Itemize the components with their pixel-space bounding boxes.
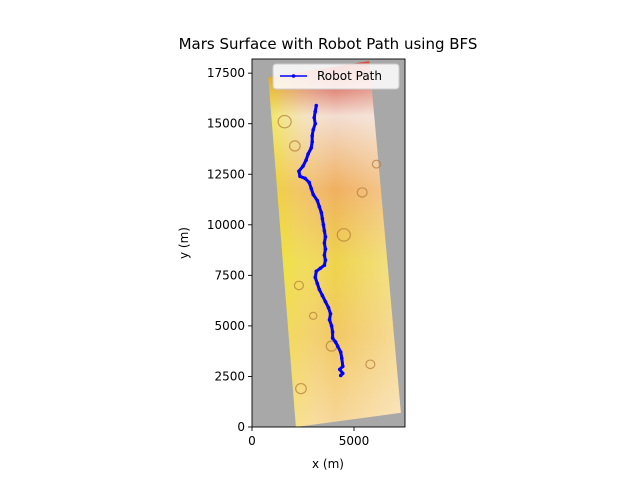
robot-path-point (319, 210, 324, 215)
robot-path-point (318, 266, 323, 271)
robot-path-point (340, 371, 345, 376)
crater-mark (365, 359, 376, 370)
legend-label: Robot Path (317, 69, 382, 83)
robot-path-point (298, 174, 302, 179)
x-tick-label: 5000 (339, 434, 370, 448)
robot-path-point (306, 152, 310, 156)
robot-path-point (335, 344, 340, 348)
robot-path-point (323, 258, 328, 262)
robot-path-point (315, 198, 320, 203)
crater-mark (356, 187, 368, 198)
robot-path-point (321, 223, 326, 227)
robot-path-point (317, 204, 322, 209)
x-axis-label: x (m) (312, 457, 344, 471)
legend: Robot Path (272, 63, 400, 90)
crater-mark (277, 114, 292, 129)
robot-path-point (340, 364, 345, 369)
robot-path-point (314, 269, 319, 274)
robot-path-point (313, 275, 318, 280)
robot-path-point (322, 241, 327, 245)
robot-path-point (313, 109, 318, 114)
robot-path-point (309, 186, 313, 191)
robot-path-point (333, 340, 338, 344)
crater-mark (308, 311, 318, 320)
robot-path-point (312, 115, 317, 120)
y-tick-label: 2500 (214, 369, 245, 383)
robot-path-point (323, 235, 328, 239)
robot-path-point (309, 146, 313, 150)
robot-path-point (322, 229, 327, 233)
robot-path-point (317, 287, 322, 292)
robot-path-point (329, 324, 334, 328)
y-tick-label: 5000 (214, 319, 245, 333)
robot-path-point (320, 293, 325, 298)
y-tick-label: 17500 (207, 66, 245, 80)
robot-path-point (311, 192, 316, 197)
robot-path-point (320, 216, 325, 221)
crater-mark (371, 159, 382, 169)
robot-path-point (327, 318, 332, 322)
robot-path-point (314, 103, 319, 108)
robot-path-point (310, 134, 314, 138)
robot-path-point (330, 330, 335, 334)
robot-path-point (330, 336, 335, 340)
robot-path-point (310, 140, 314, 144)
crater-mark (336, 228, 351, 242)
y-tick-label: 7500 (214, 268, 245, 282)
legend-marker-icon (291, 74, 296, 78)
robot-path-layer (297, 103, 345, 378)
crater-mark (288, 140, 301, 152)
legend-box (272, 63, 400, 90)
crater-layer (277, 114, 382, 395)
robot-path-point (338, 350, 343, 354)
y-tick-label: 15000 (207, 117, 245, 131)
mars-terrain-shading (268, 61, 401, 427)
crater-mark (295, 382, 307, 395)
robot-path-point (297, 169, 301, 174)
robot-path-point (323, 247, 328, 251)
y-tick-label: 0 (237, 420, 245, 434)
y-axis: 0 2500 5000 7500 10000 12500 15000 17500 (207, 66, 252, 434)
chart-title: Mars Surface with Robot Path using BFS (179, 35, 478, 53)
x-axis: 0 5000 (248, 427, 369, 448)
y-axis-label: y (m) (177, 227, 191, 259)
robot-path-point (307, 180, 311, 185)
robot-path-point (311, 127, 316, 132)
robot-path-point (303, 176, 307, 181)
robot-path-point (337, 367, 342, 372)
robot-path-point (339, 356, 344, 361)
plot-frame (251, 58, 406, 428)
robot-path-point (322, 253, 327, 257)
robot-path-point (301, 164, 305, 168)
crater-mark (293, 280, 305, 291)
robot-path-point (304, 158, 308, 162)
robot-path-point (323, 299, 328, 304)
robot-path-point (313, 121, 318, 126)
robot-path-point (328, 311, 333, 316)
y-tick-label: 12500 (207, 167, 245, 181)
robot-path-point (315, 281, 320, 286)
robot-path-point (326, 305, 331, 310)
x-tick-label: 0 (248, 434, 256, 448)
robot-path-point (322, 263, 327, 268)
y-tick-label: 10000 (207, 218, 245, 232)
